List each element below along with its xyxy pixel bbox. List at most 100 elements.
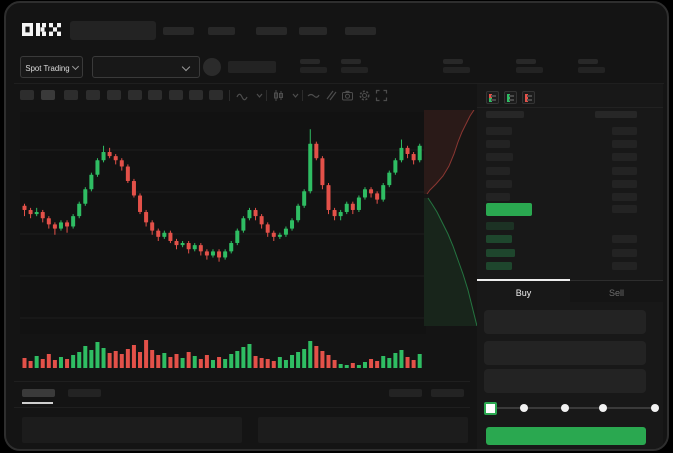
volume-bar [277, 357, 282, 368]
timeframe-button[interactable] [169, 90, 183, 100]
order-book-row-bar[interactable] [612, 127, 637, 135]
timeframe-button[interactable] [189, 90, 203, 100]
last-price-bar[interactable] [486, 203, 532, 216]
timeframe-button[interactable] [128, 90, 142, 100]
amount-input[interactable] [484, 341, 646, 365]
book-view-both-icon[interactable] [486, 91, 499, 104]
nav-item[interactable] [208, 27, 235, 35]
timeframe-button[interactable] [64, 90, 78, 100]
volume-bar [296, 352, 301, 368]
buy-submit-button[interactable] [486, 427, 646, 445]
last-price-right-bar [612, 205, 637, 213]
price-chart[interactable] [20, 112, 426, 334]
orders-tab[interactable] [68, 389, 101, 397]
fullscreen-icon[interactable] [375, 89, 388, 102]
volume-bar [241, 347, 246, 368]
line-tool-icon[interactable] [307, 89, 320, 102]
slider-stop[interactable] [651, 404, 659, 412]
order-book-row-bar[interactable] [486, 166, 510, 175]
order-book-row-bar[interactable] [486, 140, 510, 149]
order-book-row-bar[interactable] [612, 166, 637, 175]
order-book-row-bar[interactable] [612, 153, 637, 162]
slider-stop[interactable] [561, 404, 569, 412]
candle-body [259, 216, 264, 225]
book-view-bids-icon[interactable] [504, 91, 517, 104]
timeframe-button[interactable] [20, 90, 34, 100]
chevron-down-icon[interactable] [253, 89, 266, 102]
price-input[interactable] [484, 310, 646, 334]
order-book-row-bar[interactable] [486, 248, 515, 257]
settings-gear-icon[interactable] [358, 89, 371, 102]
volume-bar [77, 352, 82, 368]
timeframe-button[interactable] [148, 90, 162, 100]
volume-bar [71, 355, 76, 368]
volume-bar [326, 355, 331, 368]
candle-body [186, 243, 191, 250]
candle-body [192, 245, 197, 250]
candle-style-icon[interactable] [272, 89, 285, 102]
order-book-row-bar[interactable] [612, 193, 637, 201]
volume-bar [131, 345, 136, 368]
order-book-row-bar[interactable] [612, 248, 637, 257]
nav-item[interactable] [299, 27, 327, 35]
order-book-row-bar[interactable] [612, 140, 637, 149]
timeframe-button[interactable] [107, 90, 121, 100]
orders-action[interactable] [389, 389, 422, 397]
order-book-row-bar[interactable] [612, 262, 637, 271]
order-book-row-bar[interactable] [486, 127, 512, 135]
order-book-row-bar[interactable] [486, 153, 513, 162]
timeframe-button[interactable] [41, 90, 55, 100]
timeframe-button[interactable] [209, 90, 223, 100]
candle-body [65, 222, 70, 227]
nav-item[interactable] [345, 27, 376, 35]
pair-selector[interactable] [92, 56, 200, 78]
book-header-amount [595, 111, 637, 118]
timeframe-button[interactable] [86, 90, 100, 100]
snapshot-camera-icon[interactable] [341, 89, 354, 102]
nav-item[interactable] [256, 27, 287, 35]
candle-body [320, 158, 325, 186]
order-book-row-bar[interactable] [612, 235, 637, 244]
slider-stop[interactable] [520, 404, 528, 412]
search-bar-placeholder[interactable] [70, 21, 156, 40]
compare-overlay-icon[interactable] [324, 89, 337, 102]
volume-bar [34, 356, 39, 368]
slider-handle[interactable] [484, 402, 497, 415]
total-input[interactable] [484, 369, 646, 393]
orders-action[interactable] [431, 389, 464, 397]
candle-body [101, 151, 106, 161]
order-book-row-bar[interactable] [612, 179, 637, 188]
candle-body [162, 232, 167, 237]
orders-tab-active[interactable] [22, 389, 55, 397]
order-book-row-bar[interactable] [486, 179, 512, 188]
sell-tab[interactable]: Sell [608, 288, 624, 298]
candle-body [180, 243, 185, 246]
candle-body [247, 209, 252, 219]
volume-bar [369, 359, 374, 368]
order-book-row-bar[interactable] [486, 222, 514, 230]
volume-bar [271, 361, 276, 368]
order-book-row-bar[interactable] [486, 235, 512, 244]
depth-chart[interactable] [424, 109, 480, 327]
candle-body [338, 212, 343, 217]
candle-body [283, 228, 288, 235]
okx-logo[interactable] [22, 23, 63, 36]
chevron-down-icon [181, 62, 191, 72]
volume-bar [283, 360, 288, 368]
candle-body [174, 240, 179, 246]
amount-slider[interactable] [488, 407, 659, 409]
volume-bar [144, 340, 149, 368]
order-book-panel: Buy Sell [477, 84, 663, 449]
nav-item[interactable] [163, 27, 194, 35]
market-type-selector[interactable]: Spot Trading [20, 56, 83, 78]
slider-stop[interactable] [599, 404, 607, 412]
chevron-down-icon[interactable] [289, 89, 302, 102]
order-book-row-bar[interactable] [486, 262, 512, 271]
indicator-wave-icon[interactable] [236, 89, 249, 102]
book-view-asks-icon[interactable] [522, 91, 535, 104]
order-book-row-bar[interactable] [486, 193, 510, 201]
candle-body [156, 230, 161, 237]
volume-bar [405, 357, 410, 368]
buy-tab[interactable]: Buy [515, 288, 532, 298]
candle-body [22, 205, 27, 210]
